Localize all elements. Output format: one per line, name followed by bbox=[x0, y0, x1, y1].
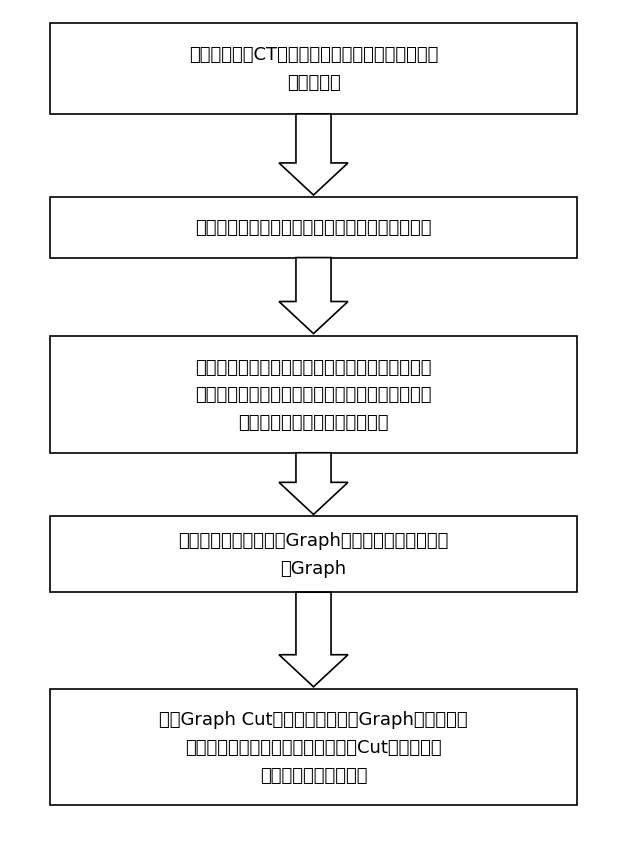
Text: 建立低对比度器官的统计形状模型并采集灰度信息: 建立低对比度器官的统计形状模型并采集灰度信息 bbox=[195, 219, 432, 237]
Polygon shape bbox=[279, 115, 348, 196]
Bar bbox=[50, 24, 577, 115]
Polygon shape bbox=[279, 453, 348, 515]
Bar bbox=[50, 689, 577, 805]
Text: 使用动物体外轮廓统计形状模型辅助定位低对比度
器官初始位置，进而使用低对比度器官统计形状模
型进行预分割，得到预分割结果: 使用动物体外轮廓统计形状模型辅助定位低对比度 器官初始位置，进而使用低对比度器官… bbox=[195, 358, 432, 432]
Bar bbox=[50, 197, 577, 258]
Polygon shape bbox=[279, 258, 348, 334]
Bar bbox=[50, 337, 577, 453]
Text: 使用Graph Cut算法对初始化后的Graph计算计算其
最大流，得到最小化能量方程的割（Cut），即为最
终的低对比度器官边界: 使用Graph Cut算法对初始化后的Graph计算计算其 最大流，得到最小化能… bbox=[159, 710, 468, 784]
Text: 获取动物三维CT数据，手动分割动物体外轮廓、低
对比度器官: 获取动物三维CT数据，手动分割动物体外轮廓、低 对比度器官 bbox=[189, 46, 438, 92]
Text: 构建待分割图像对应的Graph，使用预分割结果初始
化Graph: 构建待分割图像对应的Graph，使用预分割结果初始 化Graph bbox=[178, 532, 449, 577]
Polygon shape bbox=[279, 592, 348, 687]
Bar bbox=[50, 517, 577, 592]
